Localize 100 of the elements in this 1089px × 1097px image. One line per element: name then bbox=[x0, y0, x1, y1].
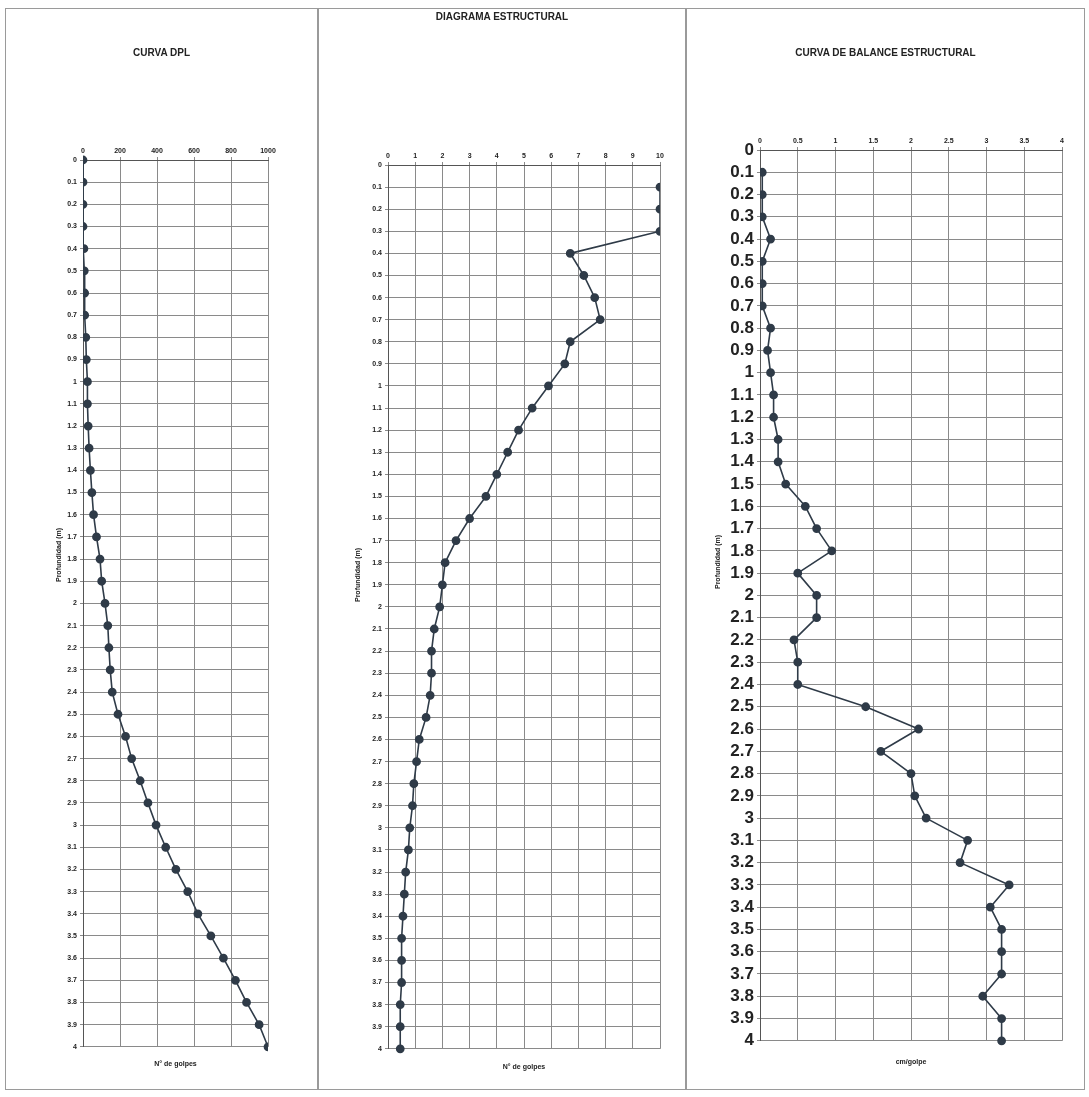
point bbox=[766, 323, 775, 333]
point bbox=[451, 536, 461, 546]
point bbox=[997, 925, 1006, 934]
point bbox=[876, 746, 886, 756]
point bbox=[86, 465, 95, 475]
point bbox=[206, 931, 216, 941]
y-tick-label: 3.9 bbox=[730, 1008, 754, 1028]
y-tick-label: 4 bbox=[744, 1030, 755, 1050]
y-tick-label: 2.1 bbox=[730, 607, 754, 627]
point bbox=[429, 624, 439, 634]
point bbox=[481, 492, 491, 501]
point bbox=[83, 421, 93, 431]
point bbox=[183, 887, 193, 897]
y-tick-label: 1.9 bbox=[730, 562, 754, 582]
point bbox=[404, 845, 413, 855]
point bbox=[793, 568, 803, 578]
y-tick-label: 3.6 bbox=[730, 941, 754, 961]
point bbox=[910, 791, 920, 801]
point bbox=[83, 377, 92, 387]
chart-title: DIAGRAMA ESTRUCTURAL bbox=[434, 11, 570, 22]
y-tick-label: 0.6 bbox=[730, 273, 754, 293]
point bbox=[544, 381, 553, 391]
point bbox=[421, 712, 431, 722]
point bbox=[503, 447, 513, 457]
point bbox=[963, 835, 973, 845]
point bbox=[793, 680, 803, 689]
point bbox=[438, 580, 447, 590]
point bbox=[193, 909, 203, 919]
point bbox=[760, 212, 767, 222]
point bbox=[440, 558, 450, 568]
point bbox=[395, 1044, 405, 1054]
point bbox=[92, 532, 101, 542]
y-tick-label: 2.5 bbox=[730, 696, 754, 716]
point bbox=[769, 412, 778, 422]
point bbox=[997, 947, 1006, 957]
point bbox=[397, 933, 406, 943]
point bbox=[514, 425, 523, 435]
point bbox=[83, 332, 91, 342]
point bbox=[760, 190, 767, 199]
y-tick-label: 1 bbox=[744, 362, 754, 382]
y-tick-label: 0.9 bbox=[730, 340, 754, 360]
point bbox=[398, 911, 408, 921]
y-tick-label: 1.3 bbox=[730, 429, 754, 449]
point bbox=[812, 613, 822, 623]
point bbox=[812, 591, 822, 600]
point bbox=[579, 271, 589, 280]
y-tick-label: 2 bbox=[744, 585, 754, 605]
point bbox=[955, 858, 965, 868]
y-tick-label: 0.5 bbox=[730, 251, 754, 271]
y-tick-label: 2.4 bbox=[730, 674, 755, 694]
point bbox=[997, 969, 1006, 979]
point bbox=[997, 1014, 1006, 1023]
point bbox=[121, 732, 130, 741]
y-tick-label: 0.7 bbox=[730, 295, 754, 315]
y-tick-label: 1.1 bbox=[730, 384, 754, 404]
y-tick-label: 1.8 bbox=[730, 540, 754, 560]
point bbox=[800, 501, 810, 511]
y-tick-label: 3.4 bbox=[730, 896, 755, 916]
point bbox=[861, 702, 871, 712]
y-tick-label: 3.8 bbox=[730, 985, 754, 1005]
y-tick-label: 2.2 bbox=[730, 629, 754, 649]
point bbox=[560, 359, 570, 369]
point bbox=[83, 310, 90, 320]
point bbox=[83, 288, 90, 298]
point bbox=[1004, 880, 1014, 890]
y-tick-label: 3.5 bbox=[730, 919, 754, 939]
y-tick-label: 3.1 bbox=[730, 830, 754, 850]
point bbox=[769, 390, 778, 400]
point bbox=[435, 602, 445, 612]
point bbox=[527, 403, 537, 413]
point bbox=[242, 998, 251, 1007]
point bbox=[219, 953, 228, 963]
point bbox=[763, 346, 772, 355]
point bbox=[906, 769, 916, 778]
point bbox=[414, 735, 424, 744]
y-tick-label: 2.9 bbox=[730, 785, 754, 805]
point bbox=[595, 315, 605, 325]
y-tick-label: 3.2 bbox=[730, 852, 754, 872]
point bbox=[151, 820, 161, 830]
point bbox=[465, 514, 474, 523]
point bbox=[95, 554, 105, 564]
point bbox=[127, 754, 137, 763]
point bbox=[789, 635, 799, 645]
y-tick-label: 3.3 bbox=[730, 874, 754, 894]
y-tick-label: 0.4 bbox=[730, 228, 755, 248]
y-tick-label: 2.8 bbox=[730, 763, 754, 783]
point bbox=[87, 488, 97, 497]
point bbox=[105, 665, 115, 675]
point bbox=[793, 657, 803, 667]
point bbox=[985, 902, 995, 912]
point bbox=[399, 889, 409, 899]
point bbox=[171, 865, 181, 874]
chart-title: CURVA DE BALANCE ESTRUCTURAL bbox=[794, 47, 977, 58]
point bbox=[812, 524, 822, 533]
point bbox=[100, 599, 110, 608]
point bbox=[914, 724, 923, 734]
point bbox=[84, 443, 94, 453]
point bbox=[773, 457, 783, 467]
point bbox=[408, 801, 417, 811]
y-tick-label: 3.7 bbox=[730, 963, 754, 983]
